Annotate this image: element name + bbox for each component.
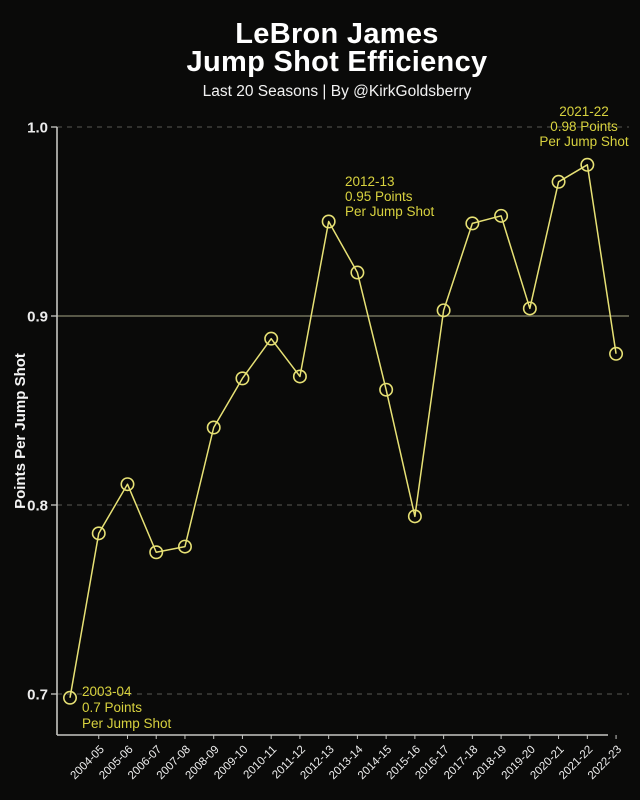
annotation-2003-04: 2003-04 0.7 Points Per Jump Shot xyxy=(82,684,172,731)
data-point-2016-17 xyxy=(436,303,451,318)
data-point-2015-16 xyxy=(407,509,422,524)
chart-subtitle: Last 20 Seasons | By @KirkGoldsberry xyxy=(202,83,472,100)
annotation-2003-04-line-1: 0.7 Points xyxy=(82,700,142,715)
data-point-2019-20 xyxy=(522,301,537,316)
annotation-2012-13: 2012-13 0.95 Points Per Jump Shot xyxy=(345,174,435,219)
annotation-2003-04-line-0: 2003-04 xyxy=(82,684,132,699)
data-point-2006-07 xyxy=(149,545,164,560)
chart-title-line2: Jump Shot Efficiency xyxy=(186,46,488,78)
chart-header: LeBron James Jump Shot Efficiency Last 2… xyxy=(34,20,640,101)
data-point-2005-06 xyxy=(120,477,135,492)
data-point-2012-13 xyxy=(321,214,336,229)
annotation-2021-22-line-1: 0.98 Points xyxy=(550,119,618,134)
annotation-2012-13-line-2: Per Jump Shot xyxy=(345,204,435,219)
data-point-2010-11 xyxy=(264,331,279,346)
annotation-2012-13-line-1: 0.95 Points xyxy=(345,189,413,204)
data-point-2008-09 xyxy=(206,420,221,435)
y-tick-label-0.8: 0.8 xyxy=(27,498,48,515)
y-tick-label-0.9: 0.9 xyxy=(27,309,48,326)
annotation-2021-22-line-2: Per Jump Shot xyxy=(539,134,629,149)
y-tick-label-0.7: 0.7 xyxy=(27,687,48,704)
data-point-2011-12 xyxy=(292,369,307,384)
data-point-2018-19 xyxy=(494,208,509,223)
data-point-2022-23 xyxy=(609,346,624,361)
data-point-2013-14 xyxy=(350,265,365,280)
efficiency-line xyxy=(69,164,617,698)
data-point-2009-10 xyxy=(235,371,250,386)
annotation-2003-04-line-2: Per Jump Shot xyxy=(82,716,172,731)
data-point-2014-15 xyxy=(379,382,394,397)
data-point-2020-21 xyxy=(551,174,566,189)
data-point-2007-08 xyxy=(177,539,192,554)
y-tick-label-1: 1.0 xyxy=(27,120,48,137)
data-point-2004-05 xyxy=(91,526,106,541)
annotation-2021-22: 2021-22 0.98 Points Per Jump Shot xyxy=(539,104,629,149)
chart-title-line1: LeBron James xyxy=(235,18,439,50)
data-point-2003-04 xyxy=(62,690,77,705)
y-axis-title: Points Per Jump Shot xyxy=(12,353,29,509)
annotation-2021-22-line-0: 2021-22 xyxy=(559,104,609,119)
data-point-2017-18 xyxy=(465,216,480,231)
annotation-2012-13-line-0: 2012-13 xyxy=(345,174,395,189)
data-point-2021-22 xyxy=(580,157,595,172)
